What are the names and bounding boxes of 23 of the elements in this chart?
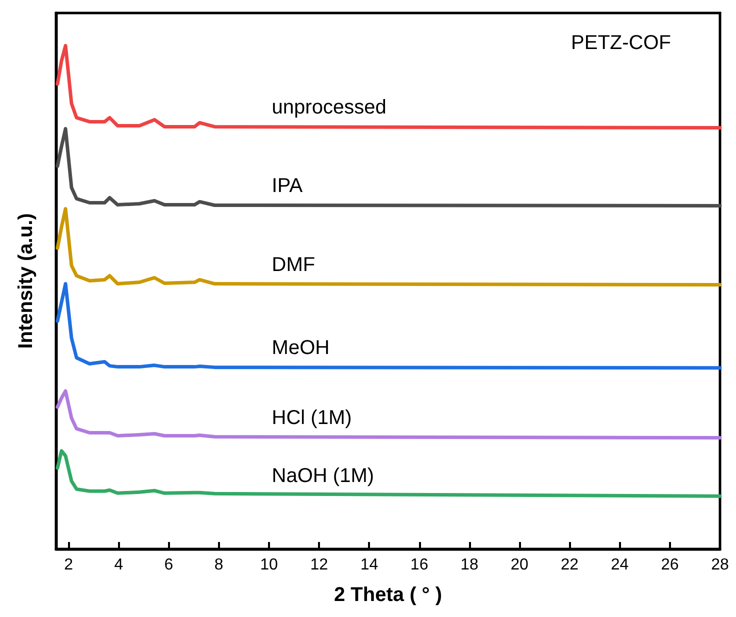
x-tick-label: 24 — [610, 556, 629, 574]
series-label: HCl (1M) — [272, 406, 352, 429]
x-tick-label: 16 — [410, 556, 428, 574]
x-axis-title: 2 Theta ( ° ) — [334, 584, 442, 606]
series-label: DMF — [272, 254, 316, 276]
x-tick-label: 28 — [711, 556, 729, 574]
y-axis-title: Intensity (a.u.) — [15, 213, 37, 349]
x-tick-label: 22 — [560, 556, 579, 574]
series-label: NaOH (1M) — [272, 465, 374, 488]
series-label: unprocessed — [272, 96, 386, 119]
chart-title: PETZ-COF — [571, 32, 672, 54]
x-tick-label: 18 — [460, 556, 478, 574]
x-tick-label: 20 — [510, 556, 529, 574]
x-tick-label: 12 — [310, 556, 328, 574]
x-tick-label: 8 — [214, 556, 224, 574]
x-tick-label: 6 — [164, 556, 174, 574]
x-tick-label: 26 — [660, 556, 679, 574]
x-tick-label: 10 — [260, 556, 278, 574]
series-label: MeOH — [272, 336, 330, 359]
x-tick-label: 14 — [360, 556, 378, 574]
x-tick-label: 4 — [114, 556, 124, 574]
series-label: IPA — [272, 174, 304, 197]
x-tick-label: 2 — [64, 556, 74, 574]
